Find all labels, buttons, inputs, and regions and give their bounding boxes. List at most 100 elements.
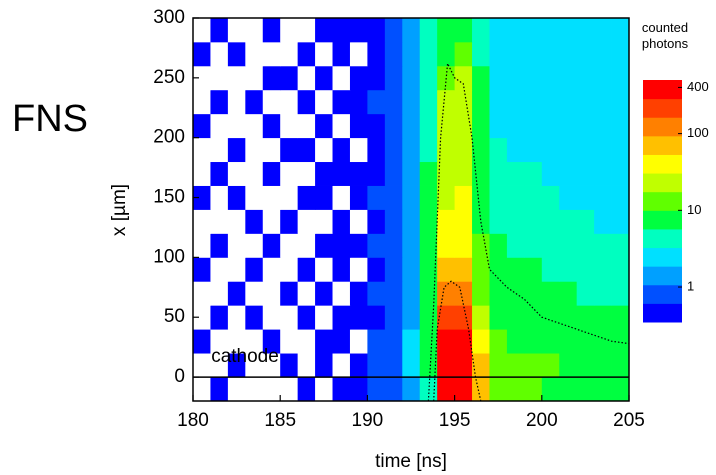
heatmap-cell xyxy=(454,65,473,91)
heatmap-cell xyxy=(384,305,403,330)
heatmap-cell xyxy=(472,65,490,91)
heatmap-cell xyxy=(472,257,490,282)
heatmap-cell xyxy=(210,353,229,378)
heatmap-cell xyxy=(611,41,630,67)
heatmap-cell xyxy=(280,41,299,67)
heatmap-cell xyxy=(559,161,578,186)
heatmap-cell xyxy=(332,18,351,43)
heatmap-cell xyxy=(541,377,560,402)
heatmap-cell xyxy=(454,233,473,258)
panel-label: FNS xyxy=(12,98,88,140)
heatmap-cell xyxy=(611,233,630,258)
heatmap-cell xyxy=(454,257,473,282)
heatmap-cell xyxy=(193,65,211,91)
colorbar-band xyxy=(643,266,682,286)
heatmap-cell xyxy=(315,281,333,306)
heatmap-cell xyxy=(419,305,438,330)
heatmap-cell xyxy=(315,65,333,91)
heatmap-cell xyxy=(454,18,473,43)
heatmap-cell xyxy=(193,209,211,234)
colorbar-band xyxy=(643,284,682,304)
heatmap-cell xyxy=(506,89,525,115)
x-tick-label: 205 xyxy=(613,410,645,431)
heatmap-cell xyxy=(472,161,490,186)
heatmap-cell xyxy=(541,281,560,306)
heatmap-cell xyxy=(611,185,630,210)
heatmap-cell xyxy=(402,233,421,258)
heatmap-cell xyxy=(402,377,421,402)
heatmap-cell xyxy=(384,161,403,186)
heatmap-cell xyxy=(419,233,438,258)
heatmap-cell xyxy=(419,329,438,354)
heatmap-cell xyxy=(454,353,473,378)
heatmap-cell xyxy=(193,233,211,258)
annotation: cathode xyxy=(211,346,279,367)
heatmap-cell xyxy=(506,257,525,282)
heatmap-cell xyxy=(594,161,612,186)
heatmap-cell xyxy=(454,113,473,139)
colorbar-tick-label: 1 xyxy=(687,278,694,293)
heatmap-cell xyxy=(384,377,403,402)
heatmap-cell xyxy=(437,89,455,115)
heatmap-cell xyxy=(402,353,421,378)
heatmap-cell xyxy=(489,41,508,67)
heatmap-cell xyxy=(559,257,578,282)
colorbar-band xyxy=(643,98,682,118)
heatmap-cell xyxy=(193,305,211,330)
heatmap-cell xyxy=(280,377,299,402)
heatmap-cell xyxy=(315,209,333,234)
heatmap-cell xyxy=(349,41,368,67)
heatmap-cell xyxy=(262,41,281,67)
heatmap-cell xyxy=(332,353,351,378)
heatmap-cell xyxy=(611,65,630,91)
heatmap-cell xyxy=(559,329,578,354)
heatmap-cell xyxy=(594,18,612,43)
heatmap-cell xyxy=(193,257,211,282)
heatmap-cell xyxy=(472,233,490,258)
heatmap-cell xyxy=(489,233,508,258)
heatmap-cell xyxy=(297,281,316,306)
heatmap-cell xyxy=(227,257,246,282)
heatmap-cell xyxy=(315,233,333,258)
heatmap-cell xyxy=(384,353,403,378)
heatmap-cell xyxy=(297,41,316,67)
heatmap-cell xyxy=(349,233,368,258)
heatmap-cell xyxy=(210,89,229,115)
heatmap-cell xyxy=(454,185,473,210)
heatmap-cell xyxy=(227,18,246,43)
heatmap-cell xyxy=(541,137,560,163)
heatmap-cell xyxy=(576,257,595,282)
heatmap-cell xyxy=(245,89,264,115)
heatmap-cell xyxy=(489,329,508,354)
heatmap-cell xyxy=(367,233,386,258)
plot-frame xyxy=(192,17,630,402)
y-tick-label: 250 xyxy=(153,67,185,88)
heatmap-cell xyxy=(349,257,368,282)
heatmap-cell xyxy=(349,18,368,43)
heatmap-cell xyxy=(611,281,630,306)
heatmap-cell xyxy=(262,329,281,354)
y-tick-label: 200 xyxy=(153,127,185,148)
heatmap-cell xyxy=(472,137,490,163)
colorbar-tick-label: 100 xyxy=(687,125,709,140)
heatmap-cell xyxy=(262,185,281,210)
heatmap-cell xyxy=(384,185,403,210)
heatmap-cell xyxy=(193,161,211,186)
heatmap-cell xyxy=(367,281,386,306)
heatmap-cell xyxy=(559,281,578,306)
heatmap-cell xyxy=(472,18,490,43)
heatmap-cell xyxy=(262,377,281,402)
heatmap-cell xyxy=(489,209,508,234)
heatmap-cell xyxy=(315,113,333,139)
heatmap-cell xyxy=(524,41,543,67)
heatmap-cell xyxy=(280,65,299,91)
heatmap-cell xyxy=(524,65,543,91)
heatmap-cell xyxy=(419,65,438,91)
heatmap-cell xyxy=(576,353,595,378)
heatmap-cell xyxy=(576,89,595,115)
heatmap-cell xyxy=(419,353,438,378)
heatmap-cell xyxy=(367,209,386,234)
heatmap-cell xyxy=(576,137,595,163)
heatmap-cell xyxy=(454,377,473,402)
